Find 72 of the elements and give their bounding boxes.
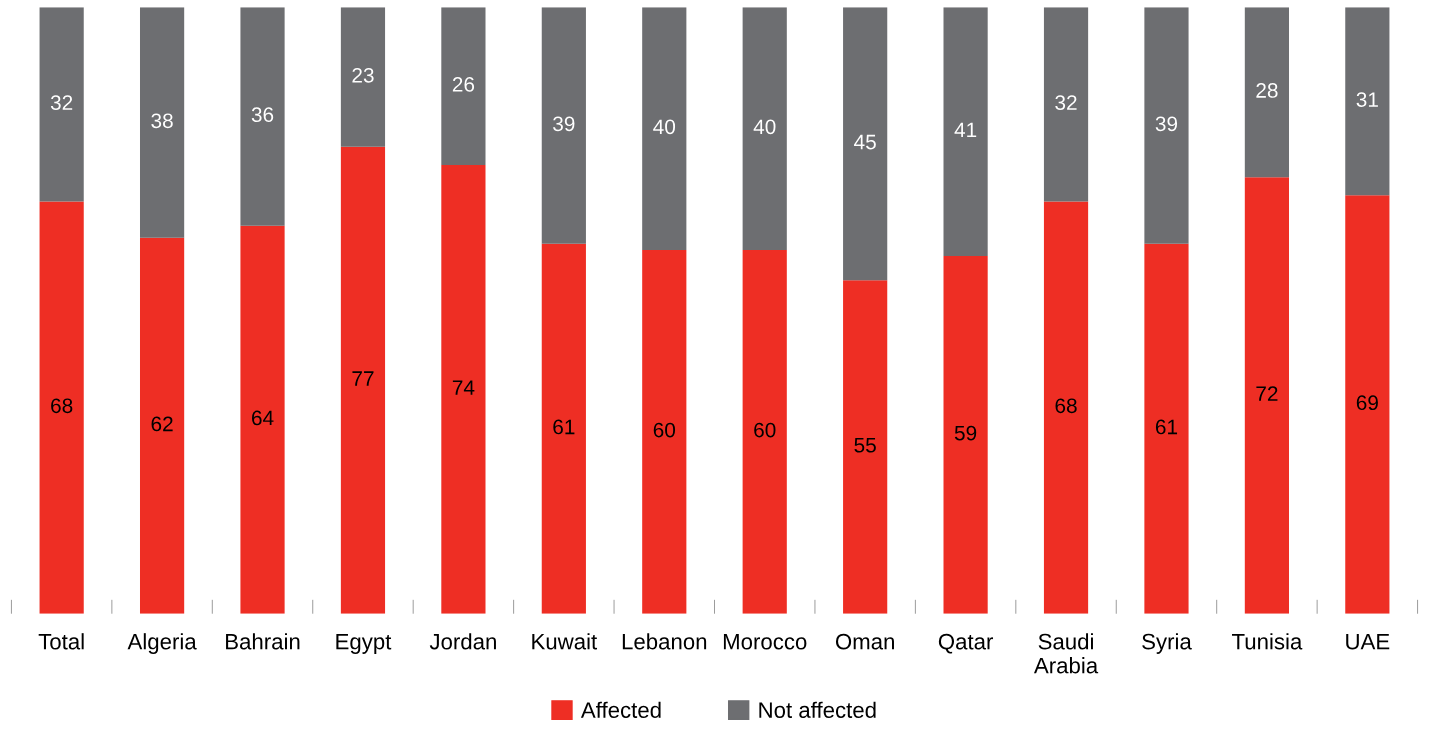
data-label: 61	[1155, 419, 1178, 435]
data-label: 39	[1155, 116, 1178, 132]
bar	[39, 201, 84, 614]
legend-label: Not affected	[759, 701, 876, 718]
bar	[1244, 177, 1290, 614]
x-tick-label: Total	[38, 633, 84, 650]
x-tick-label: Tunisia	[1232, 633, 1303, 650]
bar	[1144, 243, 1189, 614]
bar	[340, 146, 386, 614]
x-tick-label: Oman	[835, 633, 894, 650]
bar	[240, 7, 285, 226]
data-label: 74	[452, 380, 475, 395]
data-label: 60	[653, 422, 676, 438]
data-label: 61	[553, 419, 575, 435]
data-label: 64	[252, 410, 274, 426]
data-label: 38	[151, 113, 173, 129]
data-label: 69	[1356, 395, 1378, 411]
bar	[1043, 201, 1089, 614]
data-label: 62	[151, 416, 173, 432]
x-tick-label: Egypt	[336, 633, 392, 654]
bar	[1345, 7, 1390, 196]
data-label: 68	[51, 398, 73, 414]
bar	[441, 165, 486, 614]
bar	[943, 7, 988, 256]
x-tick-label: Algeria	[127, 633, 197, 654]
bar	[240, 225, 285, 614]
x-tick-label: Qatar	[938, 633, 994, 654]
data-label: 31	[1356, 92, 1378, 107]
x-tick-label: Bahrain	[226, 633, 300, 650]
data-label: 68	[1055, 398, 1077, 414]
data-label: 72	[1256, 386, 1278, 401]
data-label: 77	[352, 371, 374, 386]
bar	[742, 249, 787, 614]
data-label: 36	[251, 107, 274, 123]
bar	[1345, 195, 1390, 614]
data-label: 23	[352, 67, 374, 83]
bar	[441, 7, 486, 166]
bar	[1043, 7, 1089, 202]
data-label: 28	[1256, 83, 1278, 98]
legend-label: Affected	[580, 701, 661, 718]
data-label: 26	[452, 77, 475, 92]
bar	[340, 7, 386, 147]
data-label: 40	[753, 119, 776, 135]
x-tick-label: UAE	[1346, 633, 1390, 650]
bar	[742, 7, 787, 250]
data-label: 41	[954, 122, 977, 138]
bar	[541, 243, 586, 614]
x-tick-label: Syria	[1142, 633, 1192, 654]
data-label: 59	[954, 425, 977, 441]
bar	[642, 249, 687, 614]
data-label: 32	[50, 95, 73, 110]
bar	[139, 7, 185, 238]
data-label: 55	[854, 438, 876, 453]
bar	[541, 7, 586, 244]
bar	[642, 7, 687, 250]
data-label: 32	[1055, 95, 1077, 110]
data-label: 39	[553, 116, 575, 132]
bar	[39, 7, 84, 202]
x-tick-label: Jordan	[429, 633, 496, 650]
data-label: 60	[754, 422, 776, 438]
x-tick-label: Saudi Arabia	[1033, 633, 1099, 674]
bar	[1244, 7, 1290, 178]
bar	[1144, 7, 1189, 244]
data-label: 40	[653, 119, 676, 135]
data-label: 45	[854, 134, 876, 150]
bar	[843, 280, 888, 614]
x-tick-label: Lebanon	[622, 633, 707, 650]
bar	[843, 7, 888, 281]
bar	[943, 255, 988, 614]
x-tick-label: Morocco	[723, 633, 807, 650]
bar	[139, 237, 185, 614]
x-tick-label: Kuwait	[532, 633, 598, 650]
